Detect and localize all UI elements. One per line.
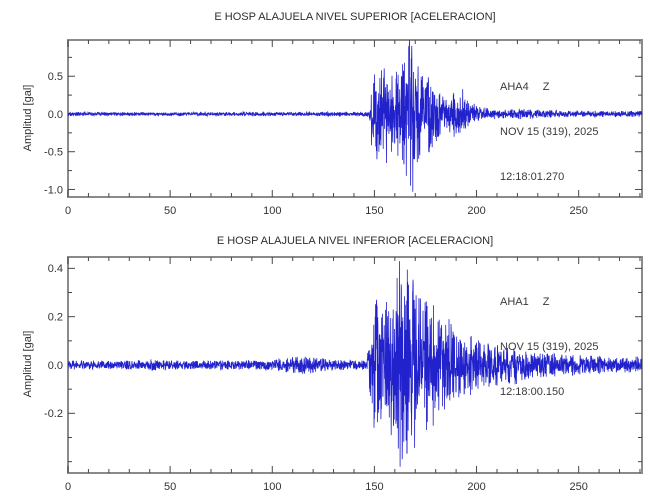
component-label: Z	[542, 81, 550, 93]
x-tick-label: 0	[65, 481, 71, 493]
y-tick-label: -0.2	[44, 408, 63, 420]
station-label: AHA1	[500, 296, 529, 308]
y-tick-label: 0.4	[48, 263, 63, 275]
y-tick-label: 0.0	[48, 360, 63, 372]
plot1-group: 0 50 100 150 200 250 0.5 0.0 -0.5 -1.0	[44, 39, 643, 217]
station-label: AHA4	[500, 81, 529, 93]
plot2-group: 0 50 100 150 200 250 0.4 0.2 0.0 -0.2	[44, 256, 643, 493]
plot1-waveform-trace	[68, 40, 642, 192]
plot1-frame	[67, 39, 643, 198]
plot2-ylabel: Amplitud [gal]	[22, 330, 34, 398]
plot2-title: E HOSP ALAJUELA NIVEL INFERIOR [ACELERAC…	[216, 235, 494, 247]
x-tick-label: 200	[467, 481, 485, 493]
plot1-station-line: AHA4 Z	[500, 80, 645, 95]
plot1-annotation: AHA4 Z NOV 15 (319), 2025 12:18:01.270	[500, 50, 645, 215]
plot1-ylabel: Amplitud [gal]	[22, 84, 34, 152]
x-tick-label: 200	[467, 205, 485, 217]
y-tick-label: 0.5	[48, 71, 63, 83]
y-tick-label: 0.2	[48, 312, 63, 324]
x-tick-label: 150	[365, 205, 383, 217]
x-tick-label: 50	[164, 205, 176, 217]
x-tick-label: 150	[365, 481, 383, 493]
y-tick-label: -1.0	[44, 184, 63, 196]
plot2-annotation: AHA1 Z NOV 15 (319), 2025 12:18:00.150	[500, 265, 645, 430]
x-tick-label: 100	[263, 481, 281, 493]
y-tick-label: 0.0	[48, 109, 63, 121]
plot1-title: E HOSP ALAJUELA NIVEL SUPERIOR [ACELERAC…	[214, 11, 496, 23]
x-tick-label: 50	[164, 481, 176, 493]
plot2-waveform-trace	[68, 261, 642, 467]
x-tick-label: 250	[569, 481, 587, 493]
x-tick-label: 100	[263, 205, 281, 217]
y-tick-label: -0.5	[44, 147, 63, 159]
x-tick-label: 250	[569, 205, 587, 217]
plot2-time-line: 12:18:00.150	[500, 386, 565, 398]
plot2-station-line: AHA1 Z	[500, 295, 645, 310]
plot2-date-line: NOV 15 (319), 2025	[500, 341, 599, 353]
plot1-date-line: NOV 15 (319), 2025	[500, 126, 599, 138]
x-tick-label: 0	[65, 205, 71, 217]
plot1-time-line: 12:18:01.270	[500, 171, 565, 183]
component-label: Z	[542, 296, 550, 308]
